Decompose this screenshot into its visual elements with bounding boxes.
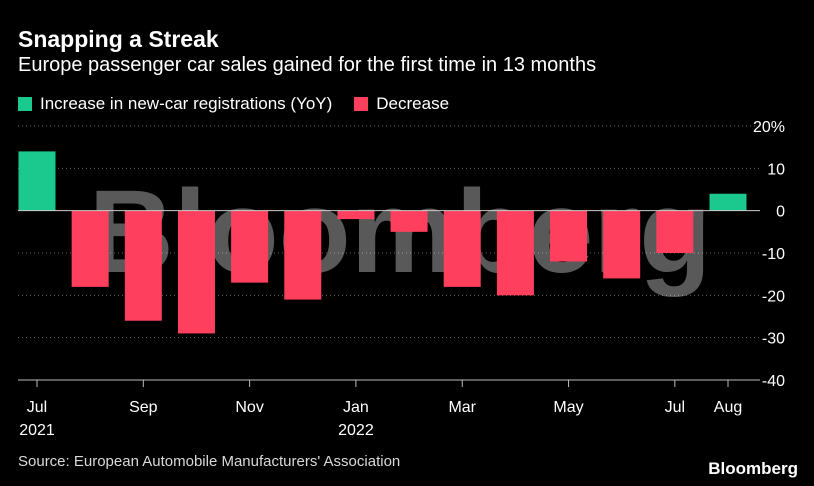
x-tick-label: Jan [343,399,369,416]
bar-oct-2021 [177,210,215,334]
legend-label-increase: Increase in new-car registrations (YoY) [40,94,333,113]
x-tick-label: Jul [27,399,47,416]
y-tick-label: -20 [762,288,785,305]
bloomberg-logo: Bloomberg [708,459,798,478]
bar-jul-2022 [656,210,694,253]
legend-swatch-increase [18,97,32,111]
y-tick-label: -10 [762,246,785,263]
x-tick-label: May [553,399,583,416]
x-tick-label: Aug [714,399,742,416]
bar-mar-2022 [443,210,481,287]
bar-apr-2022 [496,210,534,296]
bar-feb-2022 [390,210,428,232]
x-tick-label: Mar [448,399,476,416]
x-tick-label: Jul [665,399,685,416]
chart-title: Snapping a Streak [18,26,219,52]
y-tick-label: 20% [753,119,785,136]
legend-label-decrease: Decrease [376,94,450,113]
x-tick-year-label: 2022 [338,422,374,439]
bar-nov-2021 [231,210,269,283]
bar-dec-2021 [284,210,322,300]
legend: Increase in new-car registrations (YoY) … [18,94,471,114]
x-tick-label: Sep [129,399,158,416]
x-tick-label: Nov [235,399,263,416]
bar-jul-2021 [18,151,56,211]
source-note: Source: European Automobile Manufacturer… [18,453,401,470]
chart-subtitle: Europe passenger car sales gained for th… [18,54,597,76]
bar-jun-2022 [603,210,641,279]
bar-sep-2021 [124,210,162,321]
bar-aug-2022 [709,193,747,211]
legend-item-increase: Increase in new-car registrations (YoY) [18,94,332,114]
y-tick-label: -30 [762,331,785,348]
y-tick-label: 10 [767,161,785,178]
legend-item-decrease: Decrease [354,94,449,114]
y-tick-label: 0 [776,204,785,221]
legend-swatch-decrease [354,97,369,111]
bar-may-2022 [550,210,588,262]
x-tick-year-label: 2021 [19,422,55,439]
y-tick-label: -40 [762,373,785,390]
bar-aug-2021 [71,210,109,287]
bar-jan-2022 [337,210,375,220]
